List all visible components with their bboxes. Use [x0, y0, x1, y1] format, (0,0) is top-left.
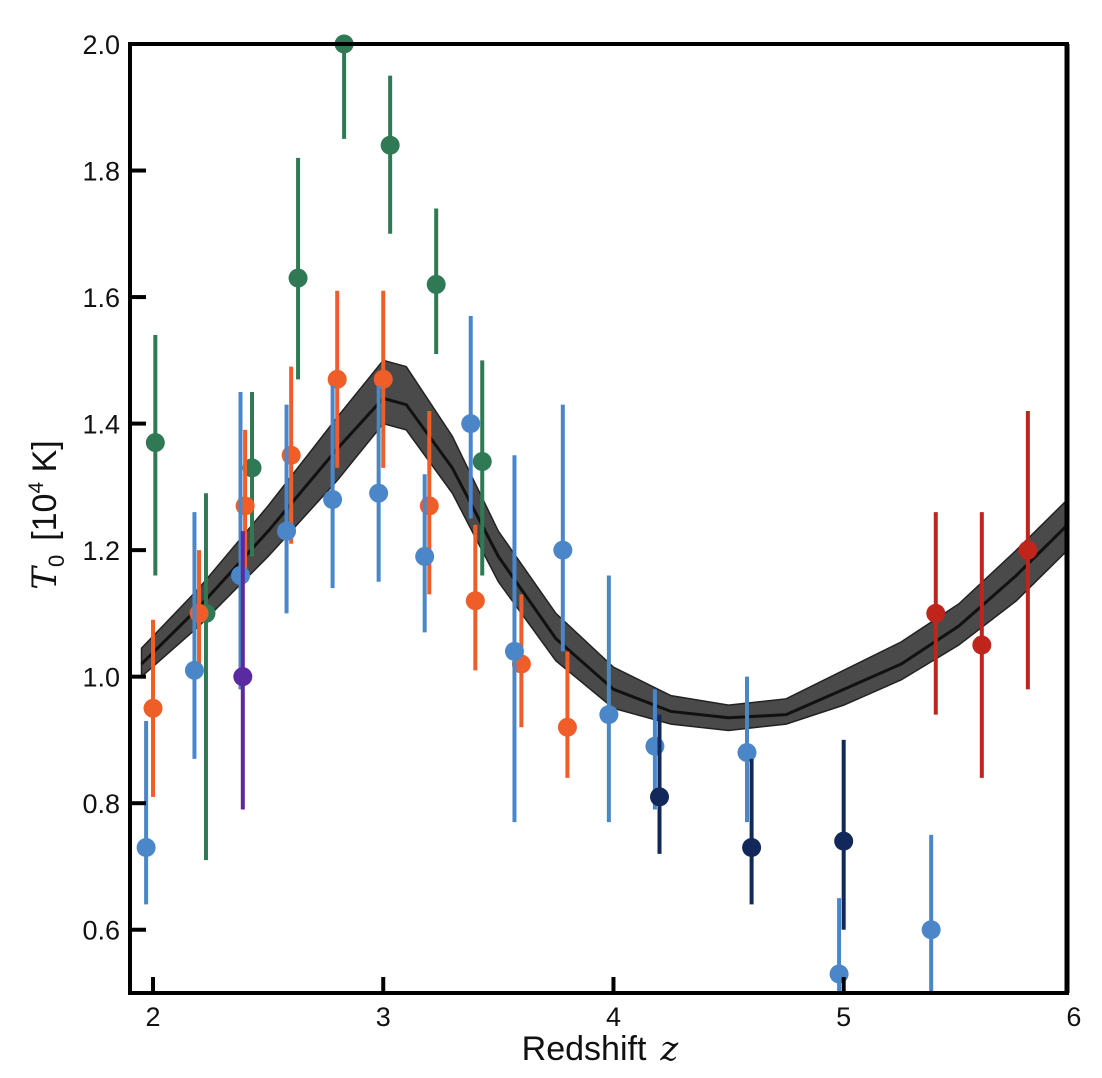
data-marker [415, 546, 435, 566]
data-marker [829, 964, 849, 984]
data-marker [277, 521, 297, 541]
data-marker [233, 667, 253, 687]
y-tick-label: 1.8 [82, 157, 120, 187]
data-point [972, 512, 992, 778]
data-marker [143, 698, 163, 718]
data-marker [235, 496, 255, 516]
x-tick-label: 6 [1066, 1002, 1081, 1032]
data-marker [461, 414, 481, 434]
data-point [277, 404, 297, 614]
x-tick-label: 3 [376, 1002, 391, 1032]
data-marker [373, 369, 393, 389]
y-tick-label: 1.4 [82, 410, 120, 440]
data-point [426, 208, 446, 355]
data-marker [323, 490, 343, 510]
data-marker [465, 591, 485, 611]
data-point [233, 531, 253, 810]
data-marker [650, 787, 670, 807]
data-marker [645, 736, 665, 756]
data-point [369, 385, 389, 582]
data-marker [1018, 540, 1038, 560]
data-marker [145, 433, 165, 453]
x-axis-label: Redshift z [522, 1029, 680, 1069]
data-marker [184, 660, 204, 680]
data-marker [834, 831, 854, 851]
plot-content [136, 34, 1067, 993]
y-tick-label: 2.0 [82, 30, 120, 60]
data-point [380, 75, 400, 234]
data-marker [972, 635, 992, 655]
x-tick-label: 2 [146, 1002, 161, 1032]
model-band [140, 359, 1067, 732]
data-marker [380, 135, 400, 155]
axes: 0.6 0.8 1.0 1.2 1.4 1.6 1.8 2.0 2 3 4 5 6 [82, 30, 1081, 1032]
y-tick-label: 0.6 [82, 916, 120, 946]
data-marker [231, 565, 251, 585]
y-axis-label: T0[104 K] [25, 440, 69, 589]
y-tick-label: 0.8 [82, 789, 120, 819]
data-marker [281, 445, 301, 465]
y-tick-label: 1.6 [82, 283, 120, 313]
data-point [504, 455, 524, 823]
data-point [472, 360, 492, 576]
data-point [242, 391, 262, 557]
x-tick-label: 5 [836, 1002, 851, 1032]
data-marker [136, 837, 156, 857]
data-point [737, 676, 757, 823]
data-marker [288, 268, 308, 288]
y-tick-label: 1.0 [82, 663, 120, 693]
data-point [557, 651, 577, 778]
data-point [742, 758, 762, 905]
plot-area [136, 34, 1067, 993]
data-marker [737, 743, 757, 763]
data-marker [742, 837, 762, 857]
data-point [136, 720, 156, 905]
model-line [140, 396, 1067, 720]
data-point [650, 714, 670, 854]
data-point [834, 739, 854, 930]
data-marker [242, 458, 262, 478]
data-marker [553, 540, 573, 560]
data-point [334, 34, 354, 139]
data-point [829, 898, 849, 993]
data-point [921, 834, 941, 993]
data-marker [369, 483, 389, 503]
data-marker [557, 717, 577, 737]
data-marker [189, 603, 209, 623]
data-point [465, 524, 485, 671]
data-point [1018, 410, 1038, 690]
data-point [184, 512, 204, 759]
data-point [231, 391, 251, 690]
data-marker [926, 603, 946, 623]
data-point [288, 157, 308, 380]
data-marker [599, 705, 619, 725]
data-marker [426, 274, 446, 294]
data-point [553, 404, 573, 652]
data-marker [327, 369, 347, 389]
data-point [461, 316, 481, 519]
data-point [323, 385, 343, 589]
data-point [327, 290, 347, 468]
data-point [926, 512, 946, 715]
data-point [599, 575, 619, 823]
data-marker [921, 920, 941, 940]
data-marker [472, 452, 492, 472]
data-marker [419, 496, 439, 516]
data-point [415, 474, 435, 633]
data-point [143, 619, 163, 797]
data-point [145, 335, 165, 576]
y-tick-label: 1.2 [82, 536, 120, 566]
x-tick-label: 4 [606, 1002, 621, 1032]
data-point [373, 290, 393, 468]
data-marker [504, 641, 524, 661]
